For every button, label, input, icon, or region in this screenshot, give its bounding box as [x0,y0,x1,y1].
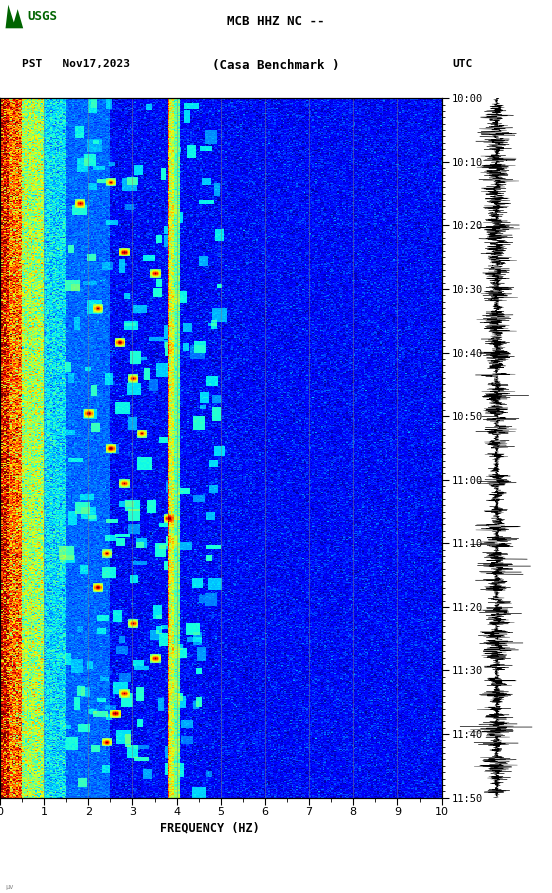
Text: MCB HHZ NC --: MCB HHZ NC -- [227,15,325,28]
Text: (Casa Benchmark ): (Casa Benchmark ) [213,59,339,72]
Polygon shape [6,4,23,29]
Text: μv: μv [6,883,14,889]
Text: FREQUENCY (HZ): FREQUENCY (HZ) [160,822,259,834]
Text: UTC: UTC [453,59,473,69]
Text: PST   Nov17,2023: PST Nov17,2023 [22,59,130,69]
Text: USGS: USGS [28,10,57,23]
